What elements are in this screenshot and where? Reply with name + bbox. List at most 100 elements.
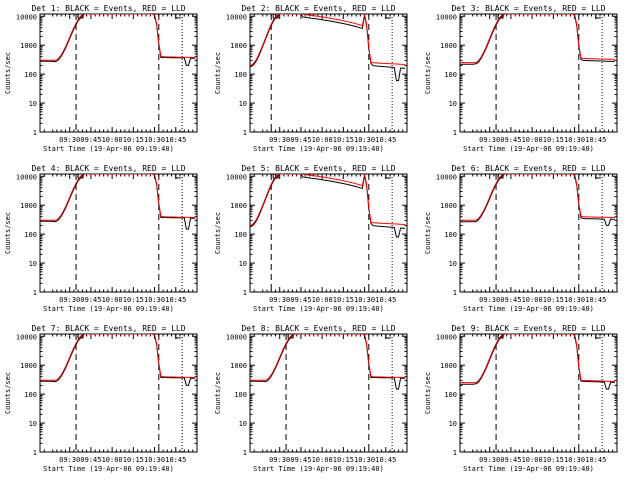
- x-axis-label: Start Time (19-Apr-06 09:19:40): [253, 305, 384, 313]
- panel-title: Det 6: BLACK = Events, RED = LLD: [451, 164, 605, 173]
- panel-det-6: Det 6: BLACK = Events, RED = LLD 1 10 100 10…: [424, 164, 618, 313]
- y-tick-label: 1000: [440, 42, 457, 50]
- y-tick-label: 10: [449, 260, 457, 268]
- x-tick-label: 10:00: [522, 136, 543, 144]
- plot-frame: [39, 173, 198, 293]
- plot-frame: [249, 173, 408, 293]
- x-tick-label: 10:15: [333, 136, 354, 144]
- x-tick-label: 09:30: [479, 456, 500, 464]
- top-marker: [595, 14, 601, 19]
- x-tick-label: 10:45: [585, 136, 606, 144]
- events-line: [460, 334, 615, 390]
- events-line: [250, 174, 405, 238]
- x-tick-label: 10:00: [312, 456, 333, 464]
- x-tick-label: 09:45: [80, 136, 101, 144]
- events-line: [460, 174, 615, 226]
- panel-title: Det 1: BLACK = Events, RED = LLD: [31, 4, 185, 13]
- x-axis-label: Start Time (19-Apr-06 09:19:40): [43, 305, 174, 313]
- y-axis-label: Counts/sec: [424, 52, 432, 94]
- x-axis-label: Start Time (19-Apr-06 09:19:40): [43, 145, 174, 153]
- y-axis-label: Counts/sec: [424, 212, 432, 254]
- lld-line: [250, 174, 405, 226]
- y-tick-label: 1000: [20, 202, 37, 210]
- x-axis-label: Start Time (19-Apr-06 09:19:40): [43, 465, 174, 473]
- x-tick-label: 09:30: [479, 296, 500, 304]
- x-axis-label: Start Time (19-Apr-06 09:19:40): [253, 465, 384, 473]
- x-tick-label: 10:15: [543, 456, 564, 464]
- x-tick-label: 09:30: [269, 456, 290, 464]
- top-marker: [385, 14, 391, 19]
- y-axis-label: Counts/sec: [4, 372, 12, 414]
- x-tick-label: 10:45: [585, 296, 606, 304]
- y-tick-label: 1: [453, 129, 457, 137]
- y-tick-label: 1000: [440, 362, 457, 370]
- x-tick-label: 09:45: [500, 456, 521, 464]
- x-tick-label: 10:45: [165, 296, 186, 304]
- x-axis-label: Start Time (19-Apr-06 09:19:40): [463, 465, 594, 473]
- x-tick-label: 10:30: [564, 296, 585, 304]
- y-tick-label: 10: [239, 260, 247, 268]
- y-tick-label: 10000: [436, 13, 457, 21]
- x-tick-label: 10:00: [522, 456, 543, 464]
- y-axis-label: Counts/sec: [4, 212, 12, 254]
- y-axis-label: Counts/sec: [424, 372, 432, 414]
- y-tick-label: 10: [239, 420, 247, 428]
- y-tick-label: 1000: [20, 362, 37, 370]
- events-line: [250, 14, 405, 82]
- panel-det-3: Det 3: BLACK = Events, RED = LLD 1 10 100 10…: [424, 4, 618, 153]
- x-axis-label: Start Time (19-Apr-06 09:19:40): [463, 145, 594, 153]
- x-tick-label: 10:30: [564, 136, 585, 144]
- y-tick-label: 1: [453, 289, 457, 297]
- x-tick-label: 09:30: [269, 136, 290, 144]
- y-tick-label: 1: [243, 129, 247, 137]
- x-tick-label: 09:45: [290, 456, 311, 464]
- top-marker: [595, 174, 601, 179]
- y-axis-label: Counts/sec: [214, 52, 222, 94]
- panel-det-5: Det 5: BLACK = Events, RED = LLD 1 10 100 10…: [214, 164, 408, 313]
- y-tick-label: 10000: [226, 333, 247, 341]
- lld-line: [250, 334, 405, 381]
- y-axis-label: Counts/sec: [214, 372, 222, 414]
- panel-title: Det 2: BLACK = Events, RED = LLD: [241, 4, 395, 13]
- y-tick-label: 10000: [16, 13, 37, 21]
- x-tick-label: 10:30: [564, 456, 585, 464]
- x-tick-label: 10:45: [585, 456, 606, 464]
- x-tick-label: 10:00: [522, 296, 543, 304]
- top-marker: [175, 174, 181, 179]
- events-line: [40, 174, 195, 230]
- x-tick-label: 10:15: [333, 296, 354, 304]
- x-tick-label: 10:45: [165, 136, 186, 144]
- x-tick-label: 10:45: [375, 296, 396, 304]
- x-tick-label: 09:45: [290, 136, 311, 144]
- x-tick-label: 09:45: [80, 296, 101, 304]
- x-tick-label: 09:45: [80, 456, 101, 464]
- lld-line: [40, 174, 195, 221]
- y-tick-label: 1: [33, 289, 37, 297]
- top-marker: [175, 334, 181, 339]
- top-marker: [175, 14, 181, 19]
- lld-line: [40, 14, 195, 61]
- x-tick-label: 09:30: [59, 136, 80, 144]
- x-tick-label: 10:15: [333, 456, 354, 464]
- panel-title: Det 3: BLACK = Events, RED = LLD: [451, 4, 605, 13]
- panel-det-2: Det 2: BLACK = Events, RED = LLD 1 10 100 10…: [214, 4, 408, 153]
- x-tick-label: 10:30: [354, 456, 375, 464]
- x-tick-label: 09:30: [479, 136, 500, 144]
- y-tick-label: 1000: [230, 42, 247, 50]
- y-tick-label: 10000: [16, 173, 37, 181]
- y-tick-label: 100: [234, 71, 247, 79]
- y-tick-label: 1: [33, 449, 37, 457]
- lld-line: [460, 14, 615, 64]
- panel-det-7: Det 7: BLACK = Events, RED = LLD 1 10 100 10…: [4, 324, 198, 473]
- y-tick-label: 100: [24, 231, 37, 239]
- y-tick-label: 10000: [226, 13, 247, 21]
- x-tick-label: 09:45: [500, 136, 521, 144]
- x-tick-label: 10:45: [165, 456, 186, 464]
- plot-frame: [39, 13, 198, 133]
- x-tick-label: 10:30: [354, 136, 375, 144]
- y-tick-label: 10000: [436, 173, 457, 181]
- y-axis-label: Counts/sec: [4, 52, 12, 94]
- y-tick-label: 10: [239, 100, 247, 108]
- x-tick-label: 10:15: [123, 296, 144, 304]
